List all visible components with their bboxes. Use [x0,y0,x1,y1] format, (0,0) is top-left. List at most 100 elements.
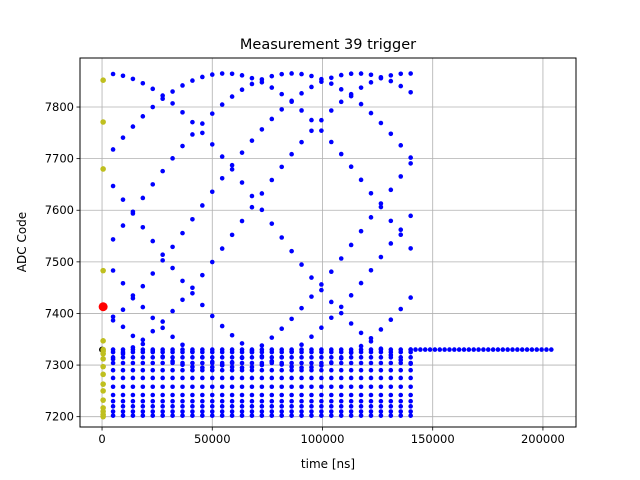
data-point [249,355,255,360]
data-point [378,384,384,390]
data-point [269,398,275,404]
data-point [447,347,452,352]
data-point [120,223,126,228]
data-point [259,367,265,373]
data-point [110,409,116,414]
y-tick-label: 7600 [45,203,74,217]
data-point [160,384,165,390]
data-point [140,283,146,289]
data-point [329,269,334,274]
data-point [289,151,294,157]
data-point [279,164,285,170]
data-point [289,367,294,373]
data-point [338,392,344,398]
data-point [388,241,394,246]
data-point [329,349,334,355]
data-point [209,355,215,360]
data-point [388,392,394,398]
data-point [269,73,275,79]
data-point [408,246,413,251]
data-point [398,392,404,398]
data-point [368,398,374,404]
data-point [150,398,156,404]
data-point [249,193,255,199]
data-point [219,102,225,107]
data-point [110,355,116,360]
data-point [358,360,364,366]
data-point [150,375,156,381]
data-point [279,71,285,77]
data-point [358,343,364,349]
data-point [338,355,344,360]
data-point [259,409,265,414]
data-point [338,413,344,418]
data-point [239,409,245,414]
data-point [239,87,245,93]
data-point [299,367,304,373]
data-point [289,98,294,104]
data-point [200,413,205,418]
data-point [239,218,245,224]
data-point [120,73,126,79]
data-point [239,360,245,366]
data-point [358,71,364,76]
data-point [299,342,304,347]
data-point [180,297,185,303]
data-point [309,404,314,409]
data-point [229,367,235,373]
data-point [130,349,136,355]
data-point [338,349,344,355]
data-point [358,404,364,409]
data-point [269,349,275,355]
data-point [190,409,195,414]
data-point [408,360,413,366]
data-point [329,299,334,305]
data-point [279,107,285,112]
data-point [398,349,404,355]
data-point [120,355,126,360]
data-point [309,73,314,79]
data-point [299,108,304,113]
data-point [180,230,185,236]
data-point [249,409,255,414]
data-point [150,271,156,276]
data-point [110,71,116,77]
data-point [110,183,116,189]
data-point [190,364,195,370]
data-point [378,120,384,126]
data-point [229,409,235,414]
pretrigger-point [100,119,106,125]
data-point [209,367,215,373]
data-point [358,280,364,286]
data-point [490,347,496,352]
data-point [249,404,255,409]
data-point [299,305,304,311]
data-point [481,347,486,352]
data-point [239,413,245,418]
data-point [299,413,304,418]
data-point [358,413,364,418]
data-point [130,375,136,381]
data-point [329,360,334,366]
data-point [388,384,394,390]
data-point [249,398,255,404]
data-point [398,174,404,179]
data-point [190,355,195,360]
data-point [348,71,354,76]
data-point [259,343,265,348]
data-point [279,413,285,418]
data-point [120,197,126,202]
data-point [180,413,185,418]
data-point [160,360,165,366]
data-point [388,375,394,381]
data-point [140,375,146,381]
data-point [150,238,156,244]
data-point [170,349,175,355]
data-point [170,156,175,161]
data-point [170,89,175,94]
data-point [239,404,245,409]
data-point [259,413,265,418]
pretrigger-point [100,77,106,83]
data-point [368,392,374,398]
data-point [358,177,364,183]
